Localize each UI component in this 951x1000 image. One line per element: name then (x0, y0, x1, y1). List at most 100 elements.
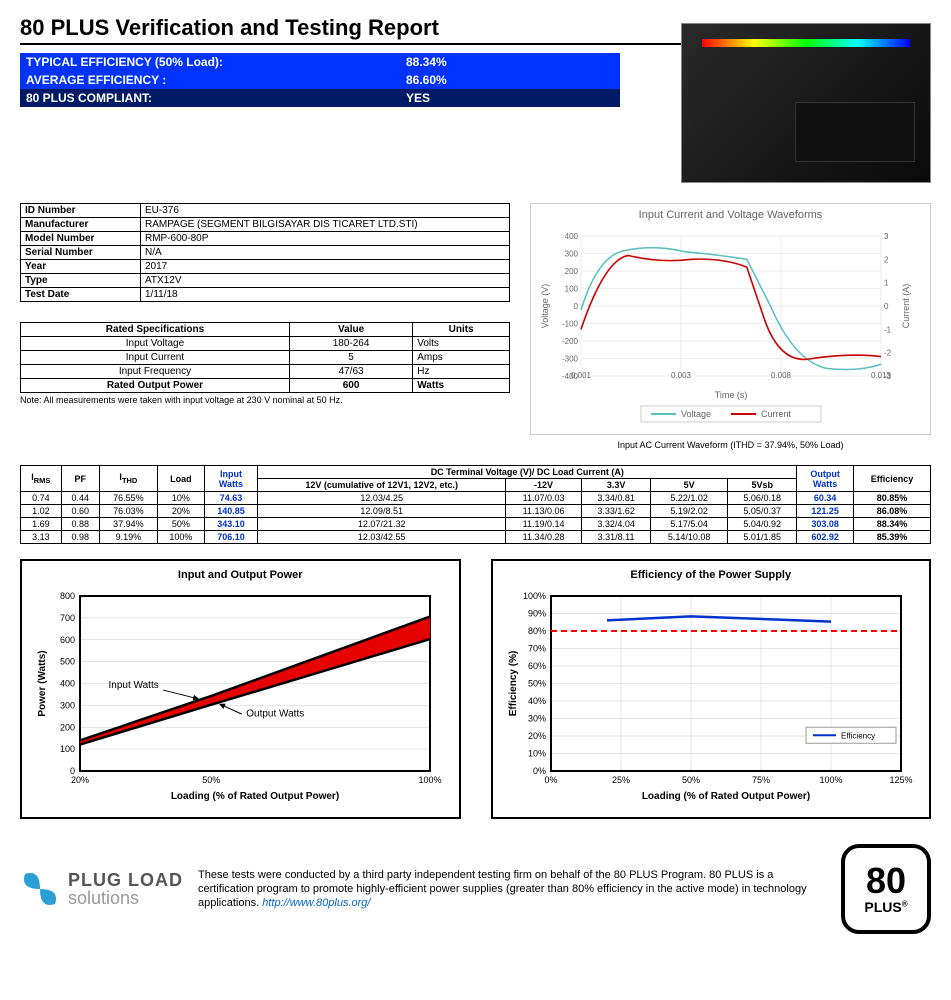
spec-units: Volts (413, 337, 510, 351)
table-cell: 602.92 (797, 531, 854, 544)
table-cell: 5.17/5.04 (651, 518, 728, 531)
table-cell: 60.34 (797, 492, 854, 505)
info-value: 2017 (141, 260, 510, 274)
svg-text:100: 100 (60, 744, 75, 754)
table-cell: 9.19% (99, 531, 157, 544)
measurements-table: IRMSPFITHDLoad InputWatts DC Terminal Vo… (20, 465, 931, 544)
table-cell: 11.13/0.06 (506, 505, 582, 518)
svg-text:0%: 0% (544, 775, 557, 785)
svg-text:Voltage: Voltage (681, 409, 711, 419)
table-cell: 343.10 (204, 518, 258, 531)
footer-text: These tests were conducted by a third pa… (198, 868, 826, 911)
svg-text:300: 300 (60, 700, 75, 710)
table-cell: 0.74 (21, 492, 62, 505)
svg-text:0.008: 0.008 (771, 371, 792, 380)
table-cell: 5.04/0.92 (728, 518, 797, 531)
80plus-badge: 80 PLUS® (841, 844, 931, 934)
svg-text:2: 2 (884, 255, 889, 264)
svg-text:400: 400 (60, 679, 75, 689)
spec-note: Note: All measurements were taken with i… (20, 395, 510, 405)
compliant-label: 80 PLUS COMPLIANT: (20, 89, 400, 107)
plugload-logo: PLUG LOAD solutions (20, 869, 183, 909)
svg-text:20%: 20% (71, 775, 89, 785)
spec-value: 600 (289, 379, 412, 393)
table-cell: 12.09/8.51 (258, 505, 506, 518)
info-label: Serial Number (21, 246, 141, 260)
info-value: EU-376 (141, 204, 510, 218)
info-value: 1/11/18 (141, 288, 510, 302)
svg-text:70%: 70% (527, 644, 545, 654)
table-cell: 80.85% (853, 492, 930, 505)
spec-label: Rated Output Power (21, 379, 290, 393)
svg-text:3: 3 (884, 232, 889, 241)
table-cell: 3.13 (21, 531, 62, 544)
table-cell: 5.05/0.37 (728, 505, 797, 518)
table-cell: 76.03% (99, 505, 157, 518)
svg-text:Current (A): Current (A) (901, 284, 911, 329)
svg-text:Loading (% of Rated Output Pow: Loading (% of Rated Output Power) (641, 791, 809, 802)
spec-header: Value (289, 323, 412, 337)
svg-text:Loading (% of Rated Output Pow: Loading (% of Rated Output Power) (171, 791, 339, 802)
spec-label: Input Voltage (21, 337, 290, 351)
logo-line1: PLUG LOAD (68, 871, 183, 889)
spec-table: Rated SpecificationsValueUnitsInput Volt… (20, 322, 510, 393)
table-cell: 1.02 (21, 505, 62, 518)
svg-text:100: 100 (565, 285, 579, 294)
svg-text:125%: 125% (889, 775, 912, 785)
table-cell: 3.31/8.11 (582, 531, 651, 544)
svg-text:0.013: 0.013 (871, 371, 892, 380)
svg-text:300: 300 (565, 250, 579, 259)
svg-text:Input Watts: Input Watts (109, 680, 159, 691)
table-cell: 3.34/0.81 (582, 492, 651, 505)
average-eff-value: 86.60% (400, 71, 620, 89)
info-label: Manufacturer (21, 218, 141, 232)
spec-label: Input Current (21, 351, 290, 365)
svg-text:75%: 75% (751, 775, 769, 785)
logo-line2: solutions (68, 889, 183, 907)
svg-text:200: 200 (60, 722, 75, 732)
product-photo (681, 23, 931, 183)
table-cell: 140.85 (204, 505, 258, 518)
table-cell: 10% (158, 492, 205, 505)
info-label: Type (21, 274, 141, 288)
svg-text:1: 1 (884, 279, 889, 288)
svg-text:Voltage (V): Voltage (V) (540, 284, 550, 329)
table-cell: 12.03/4.25 (258, 492, 506, 505)
table-cell: 5.22/1.02 (651, 492, 728, 505)
table-cell: 20% (158, 505, 205, 518)
footer-link[interactable]: http://www.80plus.org/ (262, 897, 370, 909)
table-cell: 5.19/2.02 (651, 505, 728, 518)
svg-text:0.003: 0.003 (671, 371, 692, 380)
table-cell: 0.44 (61, 492, 99, 505)
info-label: ID Number (21, 204, 141, 218)
power-chart-title: Input and Output Power (30, 569, 451, 581)
svg-text:0: 0 (884, 302, 889, 311)
svg-text:80%: 80% (527, 626, 545, 636)
svg-text:Output Watts: Output Watts (246, 708, 304, 719)
table-cell: 85.39% (853, 531, 930, 544)
table-cell: 74.63 (204, 492, 258, 505)
spec-value: 180-264 (289, 337, 412, 351)
typical-eff-label: TYPICAL EFFICIENCY (50% Load): (20, 53, 400, 71)
svg-text:700: 700 (60, 613, 75, 623)
efficiency-chart: Efficiency of the Power Supply 0%10%20%3… (491, 559, 932, 819)
table-cell: 5.14/10.08 (651, 531, 728, 544)
table-cell: 303.08 (797, 518, 854, 531)
spec-header: Units (413, 323, 510, 337)
svg-text:-300: -300 (562, 355, 579, 364)
table-cell: 50% (158, 518, 205, 531)
svg-text:90%: 90% (527, 609, 545, 619)
spec-value: 5 (289, 351, 412, 365)
spec-units: Watts (413, 379, 510, 393)
svg-text:500: 500 (60, 657, 75, 667)
svg-text:50%: 50% (202, 775, 220, 785)
table-cell: 706.10 (204, 531, 258, 544)
svg-text:-1: -1 (884, 325, 892, 334)
table-cell: 11.07/0.03 (506, 492, 582, 505)
info-value: RAMPAGE (SEGMENT BILGISAYAR DIS TICARET … (141, 218, 510, 232)
spec-label: Input Frequency (21, 365, 290, 379)
info-value: N/A (141, 246, 510, 260)
svg-text:-100: -100 (562, 320, 579, 329)
svg-text:25%: 25% (611, 775, 629, 785)
svg-text:600: 600 (60, 635, 75, 645)
